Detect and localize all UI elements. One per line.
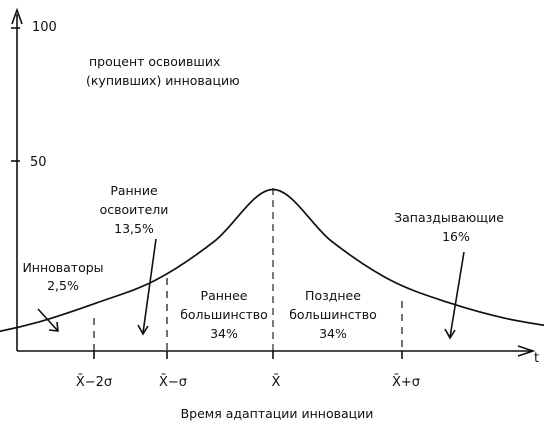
early-adopters-pointer-arrow <box>137 238 157 336</box>
x-tick-label-minus-2-sigma: X̄−2σ <box>76 375 112 390</box>
y-axis-label-line-2: (купивших) инновацию <box>86 73 240 88</box>
segment-early-adopters-name-1: Ранние <box>110 183 158 198</box>
x-tick-label-minus-sigma: X̄−σ <box>159 375 187 390</box>
y-axis-arrow <box>11 7 23 25</box>
x-axis-end-label: t <box>534 351 539 366</box>
segment-innovators-share: 2,5% <box>47 278 79 293</box>
segment-early-adopters-share: 13,5% <box>114 221 154 236</box>
segment-early-majority-share: 34% <box>210 326 238 341</box>
adoption-curve-line <box>0 188 544 333</box>
x-axis-arrow <box>517 345 536 357</box>
laggards-pointer-arrow <box>444 251 465 340</box>
y-tick-label-50: 50 <box>30 155 47 170</box>
segment-late-majority-name-2: большинство <box>289 307 377 322</box>
segment-late-majority-name-1: Позднее <box>305 288 361 303</box>
x-tick-label-plus-sigma: X̄+σ <box>392 375 420 390</box>
x-axis-label: Время адаптации инновации <box>181 406 374 421</box>
segment-late-majority-share: 34% <box>319 326 347 341</box>
y-axis-label-line-1: процент освоивших <box>89 54 220 69</box>
innovators-pointer-arrow <box>37 308 59 332</box>
segment-early-adopters-name-2: освоители <box>100 202 169 217</box>
segment-innovators-name: Инноваторы <box>22 260 103 275</box>
x-tick-label-mean: X̄ <box>272 375 281 390</box>
segment-laggards-name: Запаздывающие <box>394 210 504 225</box>
segment-early-majority-name-2: большинство <box>180 307 268 322</box>
y-tick-label-100: 100 <box>32 20 57 35</box>
segment-laggards-share: 16% <box>442 229 470 244</box>
segment-early-majority-name-1: Раннее <box>201 288 248 303</box>
